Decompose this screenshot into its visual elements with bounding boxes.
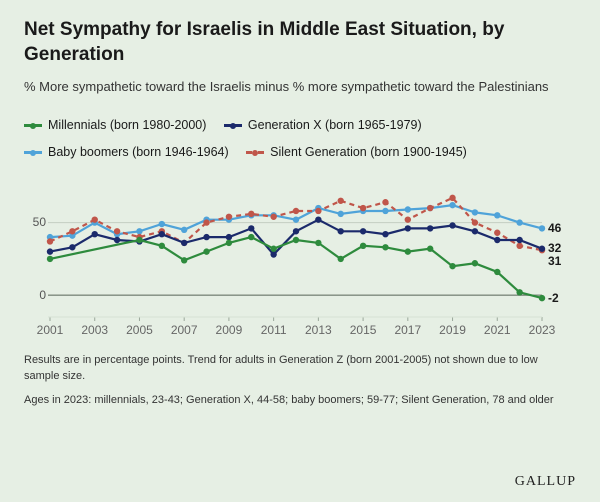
x-tick-label: 2011 — [261, 323, 287, 337]
legend: Millennials (born 1980-2000) Generation … — [24, 111, 576, 165]
y-tick-label: 50 — [24, 215, 46, 229]
footnote-1: Results are in percentage points. Trend … — [24, 353, 576, 385]
chart-subtitle: % More sympathetic toward the Israelis m… — [24, 77, 576, 97]
chart-plot: 0 50 2001 2003 2005 2007 2009 2011 2013 2015 2017 2… — [24, 171, 576, 341]
x-tick-label: 2017 — [394, 323, 421, 337]
legend-item-boomers: Baby boomers (born 1946-1964) — [24, 141, 229, 165]
x-tick-label: 2005 — [126, 323, 153, 337]
series-end-label: -2 — [548, 291, 559, 305]
legend-label: Millennials (born 1980-2000) — [48, 114, 206, 138]
x-tick-label: 2023 — [529, 323, 556, 337]
x-tick-label: 2021 — [484, 323, 511, 337]
x-tick-label: 2001 — [37, 323, 64, 337]
source-attribution: GALLUP — [515, 474, 576, 490]
x-tick-label: 2007 — [171, 323, 198, 337]
series-end-label: 46 — [548, 221, 561, 235]
chart-title: Net Sympathy for Israelis in Middle East… — [24, 18, 576, 67]
legend-item-silent: Silent Generation (born 1900-1945) — [246, 141, 467, 165]
series-end-label: 31 — [548, 254, 561, 268]
series-end-label: 32 — [548, 241, 561, 255]
x-tick-label: 2019 — [439, 323, 466, 337]
legend-label: Silent Generation (born 1900-1945) — [270, 141, 467, 165]
x-tick-label: 2003 — [81, 323, 108, 337]
legend-label: Baby boomers (born 1946-1964) — [48, 141, 229, 165]
chart-card: Net Sympathy for Israelis in Middle East… — [0, 0, 600, 408]
footnote-2: Ages in 2023: millennials, 23-43; Genera… — [24, 393, 576, 409]
legend-item-genx: Generation X (born 1965-1979) — [224, 114, 422, 138]
x-tick-label: 2015 — [350, 323, 377, 337]
y-tick-label: 0 — [24, 288, 46, 302]
legend-label: Generation X (born 1965-1979) — [248, 114, 422, 138]
x-tick-label: 2009 — [216, 323, 243, 337]
legend-item-millennials: Millennials (born 1980-2000) — [24, 114, 206, 138]
chart-svg — [24, 171, 576, 341]
x-tick-label: 2013 — [305, 323, 332, 337]
